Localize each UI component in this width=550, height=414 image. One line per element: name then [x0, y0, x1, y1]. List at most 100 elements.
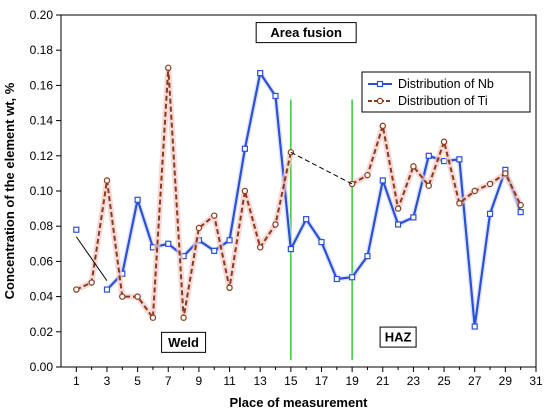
data-point-nb: [287, 245, 294, 253]
data-point-ti: [379, 122, 386, 130]
x-tick-label: 1: [73, 374, 80, 388]
data-point-ti: [471, 187, 478, 195]
annotation-weld: Weld: [161, 331, 207, 353]
data-point-nb: [349, 274, 356, 281]
legend-label: Distribution of Ti: [398, 94, 488, 108]
x-tick-label: 7: [165, 374, 172, 388]
y-tick-label: 0.20: [30, 8, 54, 22]
data-point-nb: [517, 209, 524, 216]
extra-segments: [75, 151, 353, 282]
y-tick-label: 0.10: [30, 184, 54, 198]
x-tick-label: 17: [315, 374, 329, 388]
annotations: Area fusion Weld HAZ: [161, 22, 417, 353]
y-tick-label: 0.08: [30, 219, 54, 233]
data-point-nb: [318, 238, 325, 246]
data-point-nb: [410, 214, 417, 221]
x-tick-label: 25: [437, 374, 451, 388]
data-point-ti: [226, 284, 233, 291]
x-tick-label: 9: [196, 374, 203, 388]
data-point-nb: [103, 286, 111, 293]
data-point-ti: [486, 180, 494, 188]
annotation-haz: HAZ: [379, 326, 417, 348]
data-point-ti: [517, 201, 524, 209]
x-tick-label: 31: [529, 374, 543, 388]
data-point-nb: [226, 237, 233, 244]
annotation-text: HAZ: [385, 330, 412, 345]
x-tick-label: 27: [468, 374, 482, 388]
legend-swatch-marker: [376, 80, 384, 88]
data-point-nb: [379, 177, 386, 184]
data-point-nb: [257, 69, 264, 77]
x-tick-label: 21: [376, 374, 390, 388]
annotation-text: Weld: [168, 335, 199, 350]
x-tick-label: 3: [104, 374, 111, 388]
data-point-nb: [73, 226, 80, 233]
data-point-nb: [456, 156, 463, 163]
y-tick-label: 0.00: [30, 360, 54, 374]
data-point-ti: [364, 171, 371, 179]
data-point-ti: [73, 286, 80, 293]
y-tick-label: 0.06: [30, 254, 54, 268]
data-point-ti: [241, 187, 249, 195]
data-point-ti: [211, 212, 218, 219]
x-tick-label: 5: [134, 374, 141, 388]
data-point-ti: [394, 205, 402, 212]
data-point-ti: [88, 279, 95, 286]
data-point-nb: [165, 240, 172, 247]
x-tick-label: 15: [284, 374, 298, 388]
data-point-ti: [272, 221, 279, 228]
y-tick-label: 0.04: [30, 290, 54, 304]
data-point-nb: [272, 92, 279, 100]
data-point-ti: [502, 170, 509, 177]
legend: Distribution of Nb Distribution of Ti: [361, 71, 531, 113]
legend-label: Distribution of Nb: [398, 77, 494, 91]
y-tick-label: 0.16: [30, 78, 54, 92]
y-axis: 0.00 0.02 0.04 0.06 0.08 0.10 0.12 0.14 0.16 0.18…: [30, 8, 61, 374]
legend-swatch-marker: [376, 97, 384, 105]
data-point-ti: [440, 138, 448, 145]
x-tick-label: 29: [499, 374, 513, 388]
y-tick-label: 0.02: [30, 325, 54, 339]
y-tick-label: 0.18: [30, 43, 54, 57]
legend-box: [361, 71, 531, 113]
data-point-nb: [471, 323, 478, 330]
data-point-nb: [303, 216, 310, 223]
y-axis-title: Concentration of the element wt, %: [2, 82, 17, 299]
data-point-nb: [394, 221, 402, 228]
data-point-ti: [119, 293, 126, 300]
data-point-ti: [256, 244, 264, 251]
data-point-ti: [165, 64, 172, 72]
data-point-nb: [211, 247, 218, 254]
data-point-nb: [364, 253, 371, 260]
data-point-ti: [134, 293, 141, 300]
data-point-nb: [486, 210, 494, 217]
x-axis: 1 3 5 7 9 11 13 15 17 19 21 23 25 27 29 31: [73, 367, 543, 388]
x-tick-label: 23: [407, 374, 421, 388]
y-tick-label: 0.12: [30, 149, 54, 163]
series-layer: [73, 64, 524, 330]
y-tick-label: 0.14: [30, 114, 54, 128]
data-point-ti: [195, 224, 203, 232]
data-point-nb: [333, 275, 340, 283]
data-point-ti: [456, 200, 463, 207]
data-point-ti: [425, 182, 432, 189]
annotation-box: [255, 22, 357, 44]
data-point-nb: [425, 152, 432, 159]
connector-segment: [290, 151, 353, 185]
annotation-text: Area fusion: [270, 25, 342, 40]
annotation-box: [161, 331, 207, 353]
annotation-box: [379, 326, 417, 348]
data-point-ti: [149, 314, 157, 321]
data-point-ti: [180, 314, 187, 321]
x-tick-label: 13: [254, 374, 268, 388]
data-point-ti: [410, 163, 417, 170]
data-point-nb: [134, 196, 141, 203]
x-tick-label: 19: [345, 374, 359, 388]
data-point-ti: [103, 177, 111, 184]
x-tick-label: 11: [223, 374, 236, 388]
connector-segment: [75, 236, 108, 282]
data-point-nb: [241, 145, 248, 152]
annotation-area-fusion: Area fusion: [255, 22, 357, 44]
